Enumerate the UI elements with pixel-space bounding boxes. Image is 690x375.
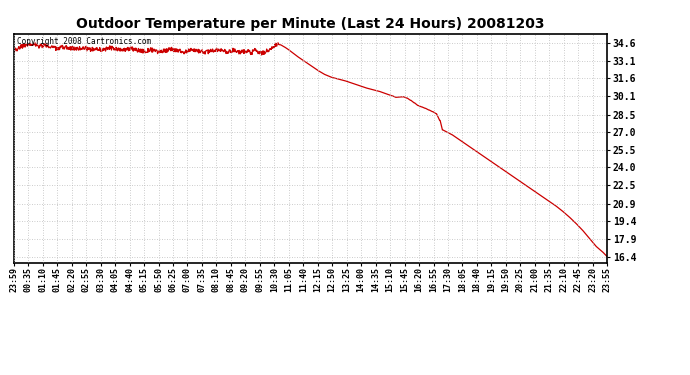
Title: Outdoor Temperature per Minute (Last 24 Hours) 20081203: Outdoor Temperature per Minute (Last 24 … xyxy=(77,17,544,31)
Text: Copyright 2008 Cartronics.com: Copyright 2008 Cartronics.com xyxy=(17,37,151,46)
